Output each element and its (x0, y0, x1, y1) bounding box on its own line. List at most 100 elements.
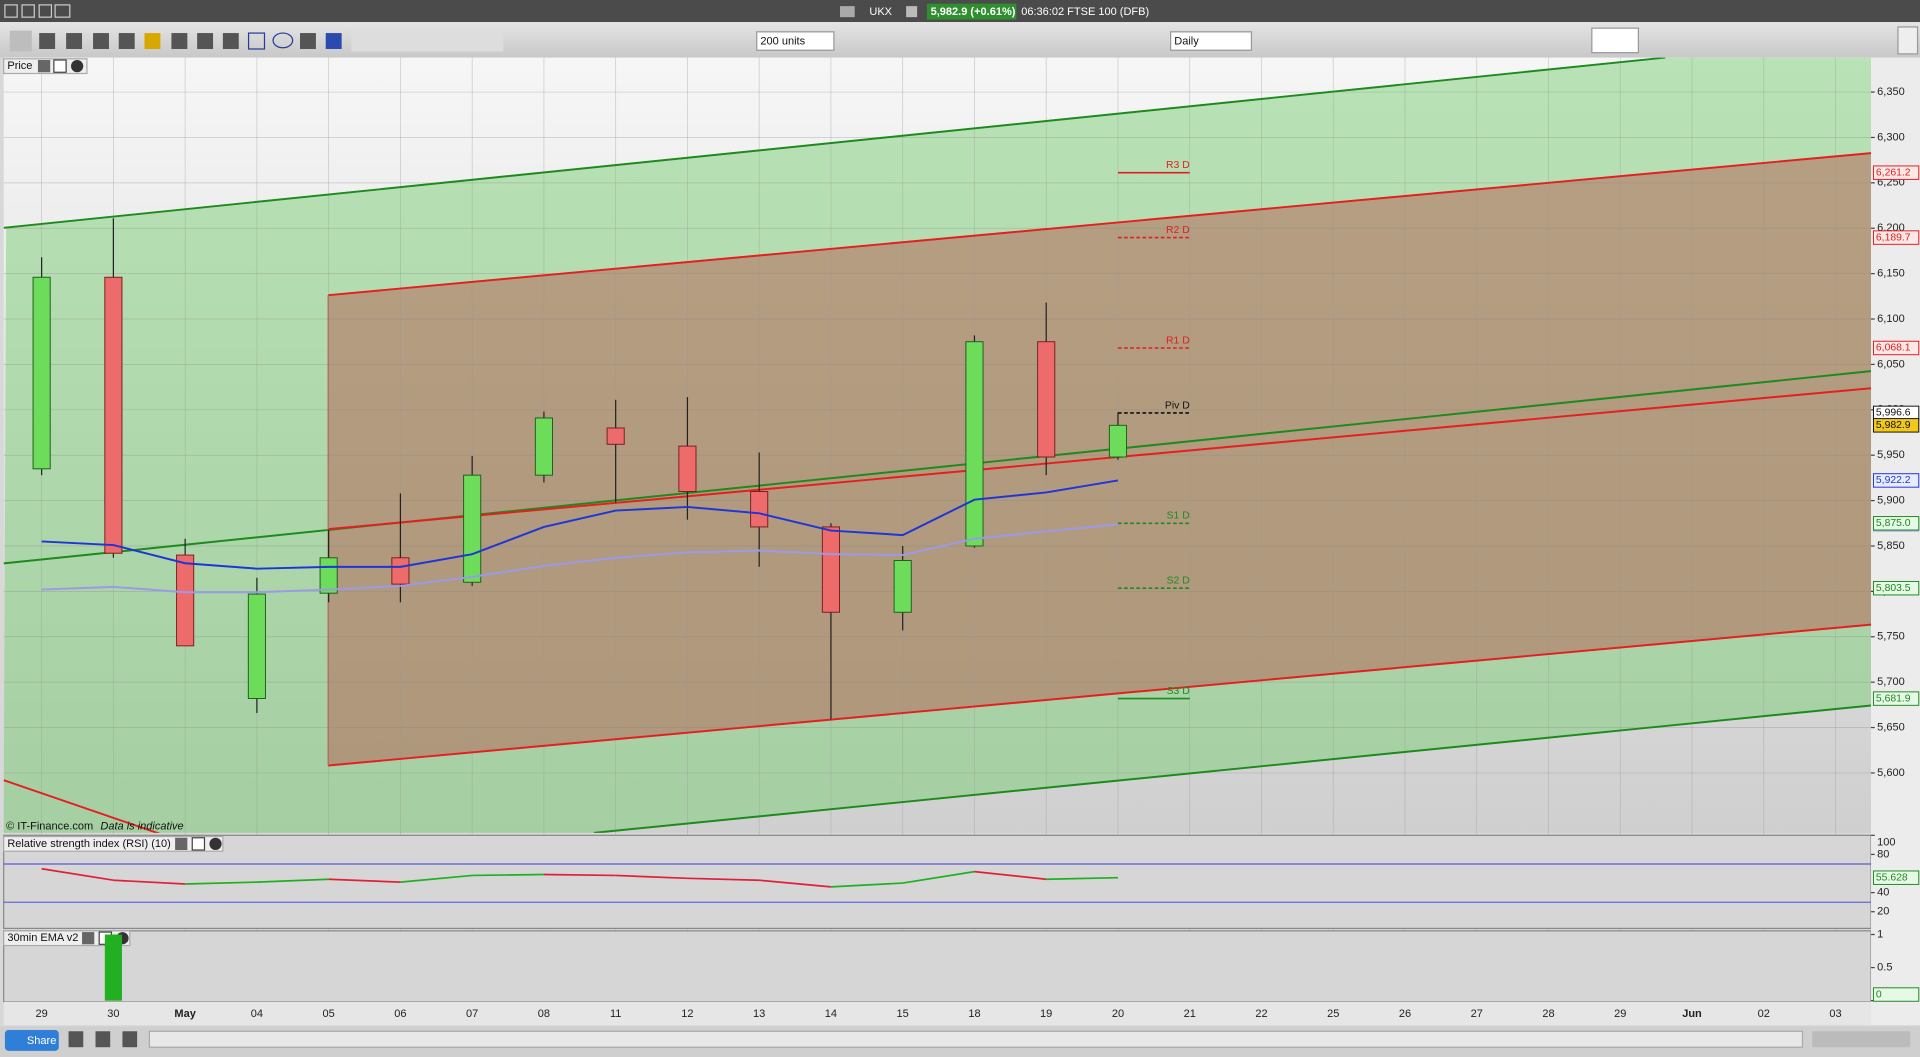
ellipse-tool[interactable] (272, 32, 294, 49)
candle-body (32, 276, 51, 470)
bottom-icon[interactable] (95, 1031, 111, 1048)
candle-body (1037, 341, 1056, 458)
restore-button[interactable] (38, 4, 53, 18)
price-marker-label: 5,982.9 (1876, 420, 1911, 431)
pivot-name: R1 D (1166, 335, 1190, 346)
minimize-button[interactable] (21, 4, 35, 18)
units-select[interactable] (756, 31, 835, 51)
y-tick-label: 6,150 (1877, 268, 1905, 280)
panel-title: Relative strength index (RSI) (10) (7, 838, 170, 850)
x-tick-label: 12 (681, 1008, 693, 1020)
interval-select[interactable] (1170, 31, 1253, 51)
arrow-tool[interactable] (222, 33, 239, 49)
text-tool[interactable] (118, 33, 135, 49)
chart-type-select[interactable] (1591, 27, 1639, 54)
x-tick-label: 20 (1112, 1008, 1124, 1020)
side-button[interactable] (1897, 26, 1919, 55)
rsi-segment (328, 878, 401, 883)
x-tick-label: 08 (538, 1008, 550, 1020)
scrollbar[interactable] (148, 1030, 1804, 1048)
info-icon[interactable] (906, 6, 918, 18)
y-tick-label: 5,600 (1877, 767, 1905, 779)
close-icon[interactable] (209, 837, 222, 851)
zoom-buttons[interactable] (1812, 1031, 1911, 1048)
candle-body (893, 560, 912, 613)
quote-box (926, 3, 1017, 20)
x-tick-label: 25 (1327, 1008, 1339, 1020)
rsi-segment (830, 882, 903, 888)
pointer-tool[interactable] (9, 30, 32, 52)
hline-tool[interactable] (300, 33, 316, 49)
y-tick-label: 20 (1877, 906, 1889, 918)
bottom-icon[interactable] (68, 1031, 84, 1048)
pivot-name: S1 D (1167, 511, 1190, 522)
pivot-name: R3 D (1166, 160, 1190, 171)
rsi-segment (974, 870, 1047, 881)
y-tick-label: 80 (1877, 848, 1889, 860)
settings-icon[interactable] (175, 837, 188, 851)
panel-title: 30min EMA v2 (7, 932, 78, 944)
x-tick-label: May (174, 1008, 196, 1020)
settings-icon[interactable] (37, 60, 51, 73)
settings-icon[interactable] (82, 932, 95, 945)
alert-tool[interactable] (144, 33, 161, 49)
share-button[interactable] (4, 1030, 59, 1051)
candle-body (319, 557, 338, 594)
price-marker (1872, 230, 1920, 245)
candle-body (463, 474, 482, 583)
rsi-segment (41, 867, 114, 882)
maximize-icon[interactable] (53, 59, 67, 73)
price-marker-label: 0 (1876, 989, 1882, 1000)
zoom-tool[interactable] (39, 33, 56, 49)
rsi-segment (400, 874, 473, 883)
color-palette (351, 29, 504, 52)
y-tick-label: 100 (1877, 837, 1895, 849)
line-tool[interactable] (325, 33, 342, 49)
x-tick-label: 22 (1255, 1008, 1267, 1020)
price-marker (1872, 691, 1920, 706)
price-marker-label: 5,681.9 (1876, 693, 1911, 704)
rectangle-tool[interactable] (247, 32, 266, 50)
x-tick-label: 29 (36, 1008, 48, 1020)
x-tick-label: 05 (323, 1008, 335, 1020)
price-marker-label: 5,875.0 (1876, 518, 1911, 529)
close-icon[interactable] (71, 60, 84, 73)
pivot-name: S2 D (1167, 576, 1190, 587)
x-tick-label: 11 (610, 1008, 621, 1020)
y-tick-label: 40 (1877, 887, 1889, 899)
channel-line (328, 623, 1872, 767)
y-tick-label: 5,700 (1877, 676, 1905, 688)
pivot-name: R2 D (1166, 225, 1190, 236)
close-button[interactable] (4, 4, 18, 18)
y-tick-label: 0.5 (1877, 961, 1892, 973)
rsi-segment (472, 873, 544, 877)
maximize-icon[interactable] (191, 837, 206, 851)
ruler-tool[interactable] (171, 33, 188, 49)
rsi-segment (185, 881, 257, 885)
delete-tool[interactable] (197, 33, 214, 49)
instrument-icon[interactable] (840, 6, 855, 18)
palette-box[interactable] (351, 29, 504, 52)
y-tick-label: 6,300 (1877, 131, 1905, 143)
candle-body (750, 491, 769, 528)
candle-body (965, 341, 984, 547)
channel-tool[interactable] (93, 33, 109, 49)
status: 06:36:02 FTSE 100 (DFB) (1021, 6, 1149, 18)
grid-button[interactable] (54, 4, 71, 18)
channel-line (593, 704, 1872, 833)
x-tick-label: 13 (753, 1008, 765, 1020)
x-tick-label: 28 (1542, 1008, 1554, 1020)
candle-body (391, 557, 410, 585)
price-marker (1872, 473, 1920, 488)
candle-body (104, 276, 123, 554)
rsi-panel (3, 834, 1872, 930)
candle-body (606, 427, 625, 445)
fib-tool[interactable] (66, 33, 83, 49)
rsi-segment (256, 878, 329, 883)
candle-body (1108, 424, 1128, 458)
price-marker (1872, 418, 1920, 433)
x-tick-label: 07 (466, 1008, 478, 1020)
x-tick-label: 02 (1758, 1008, 1770, 1020)
moving-average (41, 523, 1119, 594)
bottom-icon[interactable] (122, 1031, 138, 1048)
